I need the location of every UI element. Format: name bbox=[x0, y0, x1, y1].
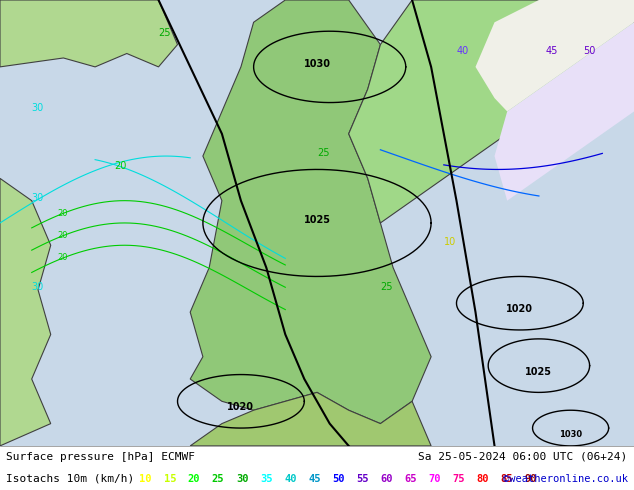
Text: 35: 35 bbox=[260, 474, 273, 484]
Text: ©weatheronline.co.uk: ©weatheronline.co.uk bbox=[503, 474, 628, 484]
Text: 25: 25 bbox=[158, 27, 171, 38]
Text: 1030: 1030 bbox=[559, 430, 582, 439]
Text: 40: 40 bbox=[456, 46, 469, 55]
Text: 10: 10 bbox=[139, 474, 152, 484]
Text: 45: 45 bbox=[545, 46, 558, 55]
Text: 10: 10 bbox=[444, 237, 456, 247]
Text: 70: 70 bbox=[429, 474, 441, 484]
Polygon shape bbox=[0, 0, 178, 67]
Text: 75: 75 bbox=[453, 474, 465, 484]
Text: 20: 20 bbox=[58, 253, 68, 262]
Text: 25: 25 bbox=[212, 474, 224, 484]
Text: 25: 25 bbox=[380, 282, 393, 292]
Polygon shape bbox=[476, 0, 634, 112]
Polygon shape bbox=[0, 178, 51, 446]
Text: 1020: 1020 bbox=[507, 304, 533, 314]
Text: 85: 85 bbox=[501, 474, 514, 484]
Polygon shape bbox=[190, 392, 431, 446]
Text: 20: 20 bbox=[114, 161, 127, 172]
Text: 80: 80 bbox=[477, 474, 489, 484]
Polygon shape bbox=[495, 22, 634, 201]
Text: 65: 65 bbox=[404, 474, 417, 484]
Text: Isotachs 10m (km/h): Isotachs 10m (km/h) bbox=[6, 474, 134, 484]
Text: 20: 20 bbox=[58, 209, 68, 218]
Text: 15: 15 bbox=[164, 474, 176, 484]
Polygon shape bbox=[349, 0, 634, 223]
Text: 1025: 1025 bbox=[304, 215, 330, 225]
Text: 1030: 1030 bbox=[304, 59, 330, 69]
Text: 20: 20 bbox=[58, 231, 68, 240]
Text: 30: 30 bbox=[236, 474, 249, 484]
Text: Sa 25-05-2024 06:00 UTC (06+24): Sa 25-05-2024 06:00 UTC (06+24) bbox=[418, 452, 628, 462]
Text: 25: 25 bbox=[317, 148, 330, 158]
Text: Surface pressure [hPa] ECMWF: Surface pressure [hPa] ECMWF bbox=[6, 452, 195, 462]
Text: 90: 90 bbox=[525, 474, 538, 484]
Text: 30: 30 bbox=[32, 103, 44, 114]
Text: 55: 55 bbox=[356, 474, 369, 484]
Text: 60: 60 bbox=[380, 474, 393, 484]
Text: 50: 50 bbox=[332, 474, 345, 484]
Text: 1025: 1025 bbox=[526, 367, 552, 376]
Text: 40: 40 bbox=[284, 474, 297, 484]
Text: 45: 45 bbox=[308, 474, 321, 484]
Text: 1020: 1020 bbox=[228, 402, 254, 412]
Text: 30: 30 bbox=[32, 282, 44, 292]
Text: 50: 50 bbox=[583, 46, 596, 55]
Polygon shape bbox=[190, 0, 431, 423]
Text: 30: 30 bbox=[32, 193, 44, 203]
Text: 20: 20 bbox=[188, 474, 200, 484]
